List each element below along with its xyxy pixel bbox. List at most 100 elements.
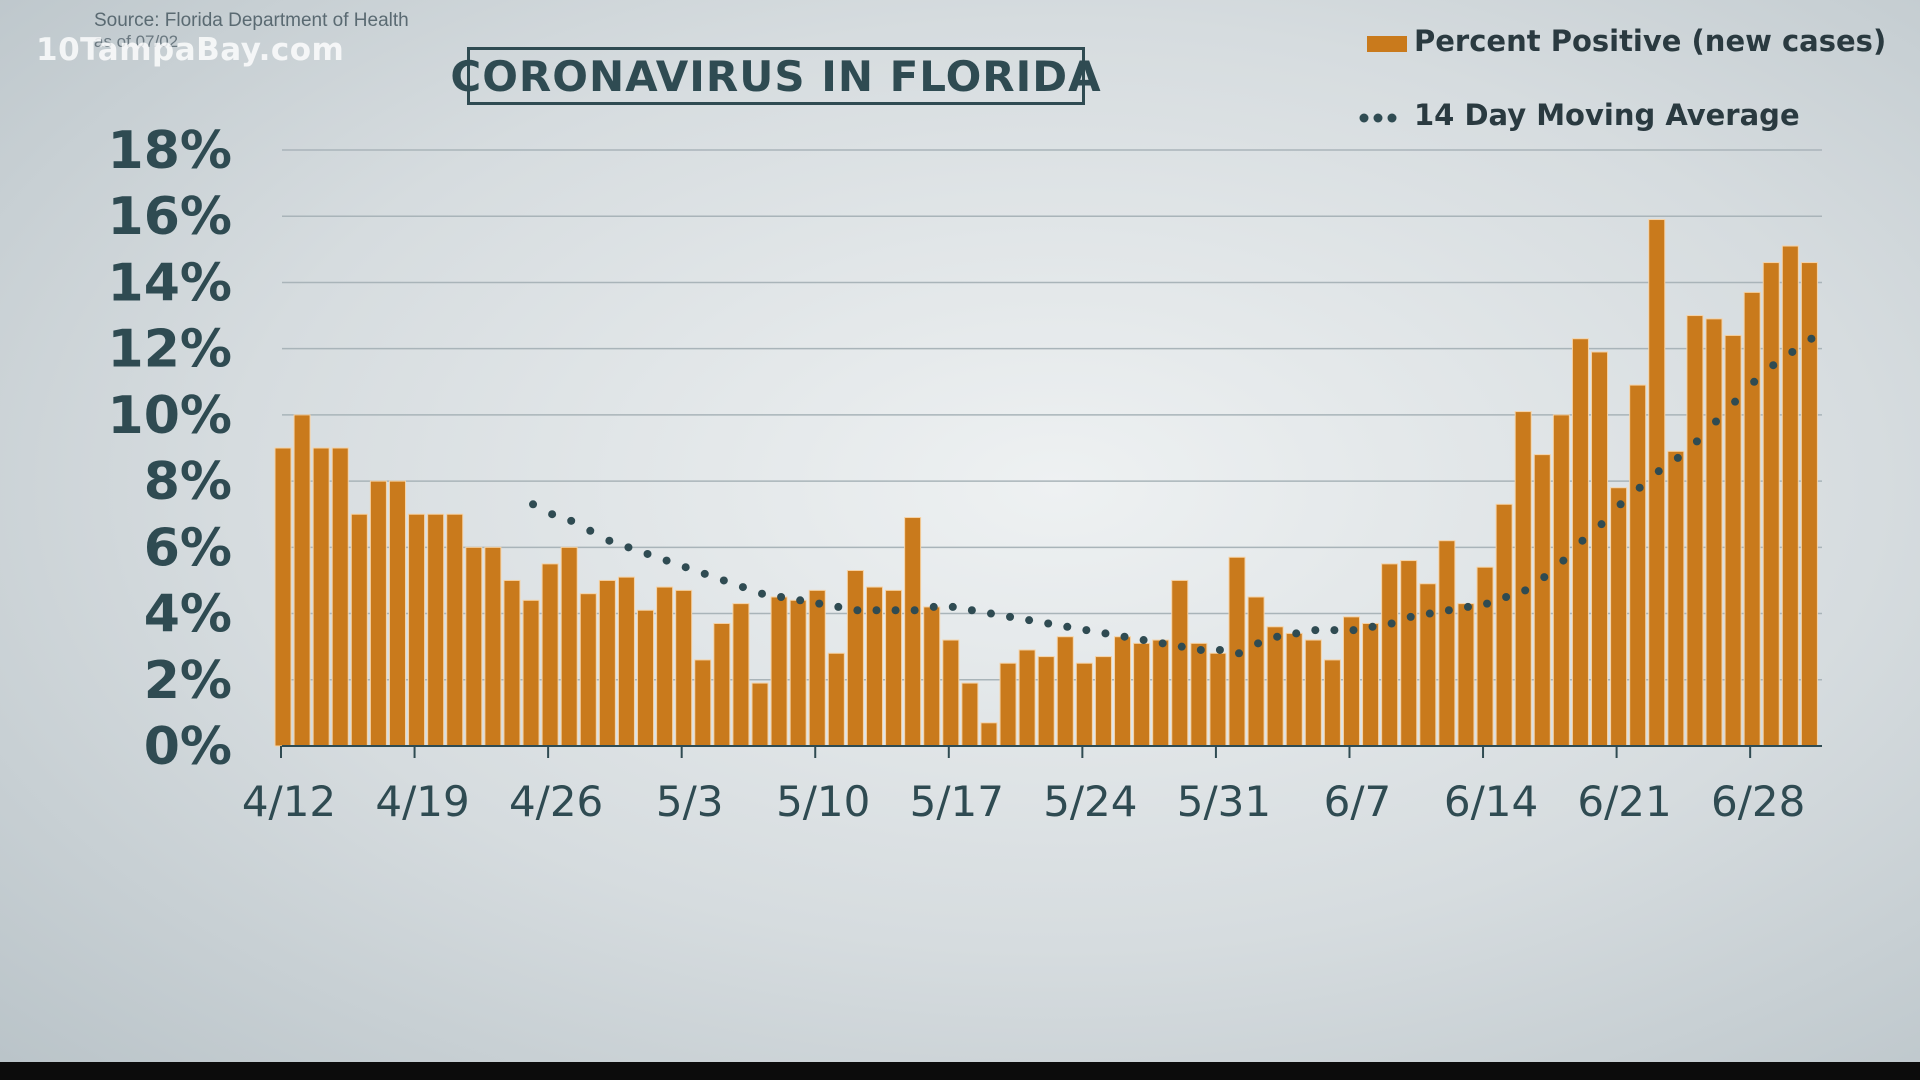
bar <box>656 586 674 747</box>
y-tick-label: 6% <box>144 518 232 578</box>
average-point <box>853 606 862 615</box>
legend-bar-label: Percent Positive (new cases) <box>1414 24 1887 58</box>
average-point <box>567 516 576 525</box>
average-point <box>1635 483 1644 492</box>
average-point <box>1692 437 1701 446</box>
y-tick-label: 18% <box>108 121 232 181</box>
x-tick-label: 4/12 <box>242 777 336 826</box>
x-tick-label: 5/10 <box>776 777 870 826</box>
bar <box>1114 636 1132 747</box>
average-point <box>1177 642 1186 651</box>
x-tick-label: 5/3 <box>656 777 724 826</box>
average-point <box>1540 573 1549 582</box>
bar <box>1419 583 1437 747</box>
average-point <box>1063 622 1072 631</box>
bar <box>770 596 788 747</box>
average-point <box>1616 500 1625 509</box>
bar <box>1152 639 1170 747</box>
chart-title: CORONAVIRUS IN FLORIDA <box>450 51 1102 101</box>
average-point <box>738 583 747 592</box>
bar <box>1610 487 1628 747</box>
y-tick-label: 8% <box>144 452 232 512</box>
average-point <box>1196 645 1205 654</box>
y-tick-label: 14% <box>108 253 232 313</box>
as-of-note: as of 07/02 <box>94 32 179 51</box>
average-point <box>1425 609 1434 618</box>
average-point <box>662 556 671 565</box>
source-note: Source: Florida Department of Health <box>94 10 409 31</box>
average-point <box>1311 626 1320 635</box>
bar <box>274 447 292 747</box>
bar <box>1495 503 1513 747</box>
average-point <box>1025 616 1034 625</box>
bar <box>1705 318 1723 747</box>
bar <box>1247 596 1265 747</box>
average-point <box>1807 334 1816 343</box>
average-point <box>967 606 976 615</box>
bar <box>923 606 941 747</box>
average-point <box>1158 639 1167 648</box>
bar <box>1037 656 1055 747</box>
average-point <box>643 549 652 558</box>
bar <box>904 517 922 747</box>
moving-average-line <box>529 334 1816 658</box>
bar <box>1591 351 1609 747</box>
average-point <box>1330 626 1339 635</box>
bar <box>427 513 445 747</box>
average-point <box>834 602 843 611</box>
legend-bar-swatch <box>1367 36 1407 52</box>
average-point <box>700 569 709 578</box>
average-point <box>1387 619 1396 628</box>
bar <box>1457 603 1475 747</box>
x-tick-label: 6/7 <box>1324 777 1392 826</box>
bar <box>1743 291 1761 747</box>
average-point <box>777 593 786 601</box>
average-point <box>1483 599 1492 608</box>
average-point <box>1750 377 1759 386</box>
average-point <box>1082 626 1091 635</box>
bar <box>1362 622 1380 747</box>
bar <box>1648 219 1666 747</box>
average-point <box>872 606 881 615</box>
x-axis <box>280 745 1822 758</box>
average-point <box>1502 593 1511 601</box>
bar <box>1781 245 1799 747</box>
average-point <box>1463 602 1472 611</box>
bars <box>274 219 1818 747</box>
bar <box>579 593 597 747</box>
bar <box>465 546 483 747</box>
average-point <box>1044 619 1053 628</box>
average-point <box>1235 649 1243 658</box>
average-point <box>1673 453 1682 462</box>
average-point <box>891 606 900 615</box>
average-point <box>681 563 690 572</box>
bar <box>1438 540 1456 747</box>
bar <box>1171 579 1189 747</box>
legend-average-label: 14 Day Moving Average <box>1414 98 1800 132</box>
bar <box>1476 566 1494 747</box>
x-tick-label: 4/19 <box>375 777 469 826</box>
bar <box>1285 632 1303 747</box>
y-tick-label: 4% <box>144 585 232 645</box>
bar <box>1304 639 1322 747</box>
bar <box>446 513 464 747</box>
bar <box>980 722 998 747</box>
average-point <box>1120 632 1129 641</box>
bar <box>503 579 521 747</box>
average-point <box>1521 586 1530 595</box>
x-tick-label: 6/14 <box>1444 777 1538 826</box>
x-tick-label: 5/24 <box>1043 777 1137 826</box>
bar <box>961 682 979 747</box>
average-point <box>1712 417 1720 426</box>
bar <box>1056 636 1074 747</box>
average-point <box>1578 536 1587 545</box>
bar <box>560 546 578 747</box>
x-tick-label: 6/21 <box>1577 777 1671 826</box>
average-point <box>1139 636 1148 645</box>
bar <box>1342 616 1360 747</box>
average-point <box>815 599 824 608</box>
bar <box>1133 642 1151 747</box>
bar <box>350 513 368 747</box>
bar <box>1266 626 1284 747</box>
